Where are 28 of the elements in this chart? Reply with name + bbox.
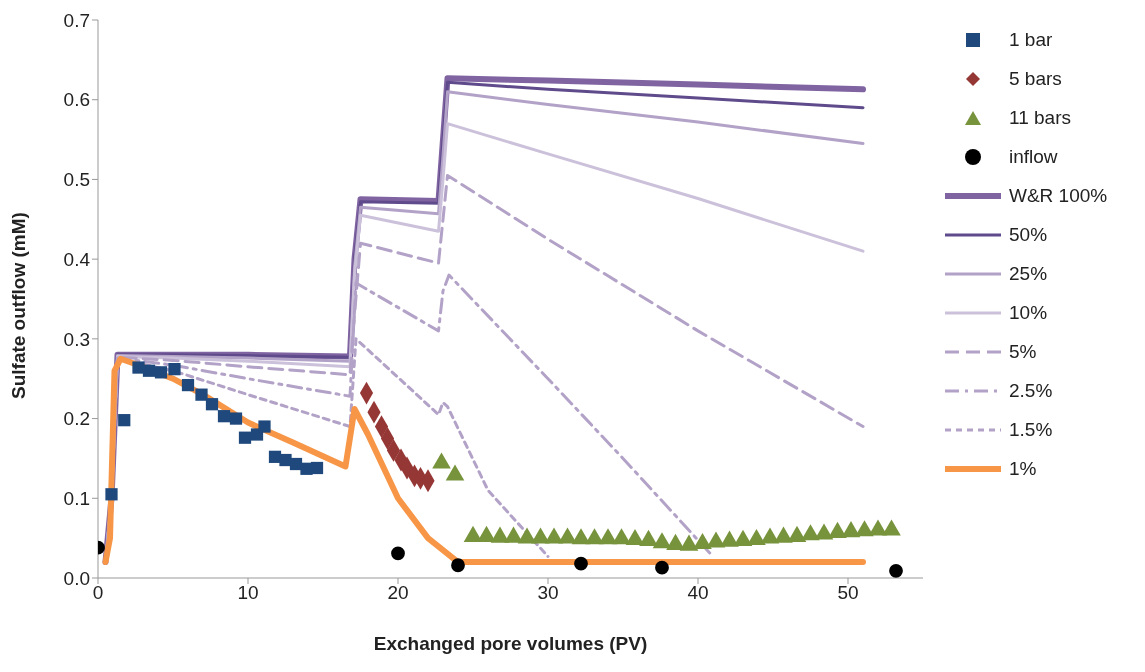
y-tick-label: 0.4: [63, 248, 91, 270]
x-tick-label: 20: [387, 582, 409, 604]
y-tick-label: 0.2: [63, 408, 90, 430]
legend-label: 5%: [1009, 340, 1037, 363]
y-axis-title: Sulfate outflow (mM): [7, 212, 29, 399]
legend-label: 5 bars: [1009, 67, 1062, 90]
legend-label: inflow: [1009, 145, 1058, 168]
legend-label: 25%: [1009, 262, 1048, 285]
x-tick-label: 10: [237, 582, 259, 604]
y-tick-label: 0.3: [63, 328, 90, 350]
x-axis-title: Exchanged pore volumes (PV): [373, 633, 648, 654]
x-tick-label: 50: [837, 582, 859, 604]
legend-label: 2.5%: [1009, 379, 1053, 402]
y-tick-label: 0.1: [63, 488, 90, 510]
y-tick-label: 0.0: [63, 567, 90, 589]
y-tick-label: 0.6: [63, 89, 90, 111]
x-tick-label: 40: [687, 582, 709, 604]
y-tick-label: 0.5: [63, 169, 90, 191]
legend-label: 1%: [1009, 457, 1037, 480]
legend-label: 11 bars: [1009, 106, 1071, 129]
legend-label: 10%: [1009, 301, 1048, 324]
legend-label: W&R 100%: [1009, 184, 1108, 207]
legend-label: 1.5%: [1009, 418, 1053, 441]
x-tick-label: 30: [537, 582, 559, 604]
y-tick-label: 0.7: [63, 9, 90, 31]
legend-label: 1 bar: [1009, 28, 1053, 51]
legend-label: 50%: [1009, 223, 1048, 246]
x-tick-label: 0: [92, 582, 104, 604]
